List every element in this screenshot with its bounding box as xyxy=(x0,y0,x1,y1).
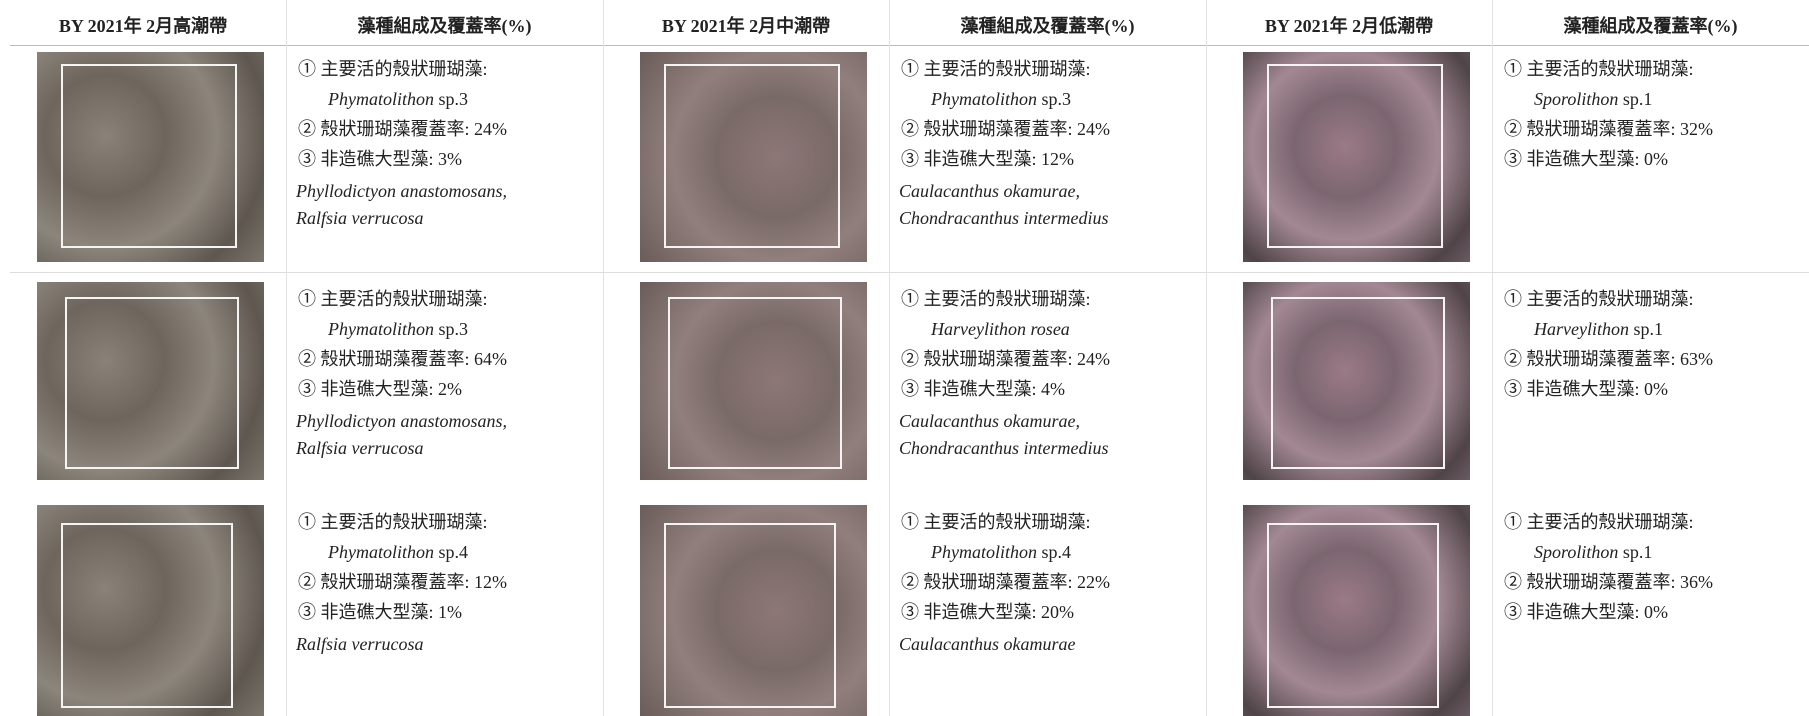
quadrat-frame xyxy=(1271,297,1445,469)
species-name: Harveylithon rosea xyxy=(901,318,1070,340)
quadrat-frame xyxy=(1267,64,1443,248)
item-macroalgae: ③ 非造礁大型藻: 20% xyxy=(901,602,1074,622)
column-divider xyxy=(889,0,890,716)
macroalga-name: Caulacanthus okamurae, xyxy=(899,181,1080,201)
item-macroalgae: ③ 非造礁大型藻: 4% xyxy=(901,379,1065,399)
quadrat-frame xyxy=(668,297,842,469)
quadrat-photo xyxy=(640,52,867,262)
item-macroalgae: ③ 非造礁大型藻: 0% xyxy=(1504,602,1668,622)
item-coverage: ② 殼狀珊瑚藻覆蓋率: 32% xyxy=(1504,119,1713,139)
species-name: Harveylithon sp.1 xyxy=(1504,318,1663,340)
quadrat-frame xyxy=(1267,523,1439,708)
species-italic-span: Phymatolithon xyxy=(328,542,434,562)
item-coverage: ② 殼狀珊瑚藻覆蓋率: 24% xyxy=(901,349,1110,369)
species-italic-span: Phymatolithon xyxy=(328,89,434,109)
item-coverage: ② 殼狀珊瑚藻覆蓋率: 12% xyxy=(298,572,507,592)
quadrat-photo xyxy=(640,505,867,716)
macroalga-name: Ralfsia verrucosa xyxy=(296,634,424,654)
species-name: Sporolithon sp.1 xyxy=(1504,88,1652,110)
macroalga-name: Chondracanthus intermedius xyxy=(899,438,1109,458)
item-coverage: ② 殼狀珊瑚藻覆蓋率: 36% xyxy=(1504,572,1713,592)
species-plain-span: sp.1 xyxy=(1622,89,1653,109)
item-main-species: ① 主要活的殼狀珊瑚藻: xyxy=(1504,512,1694,532)
quadrat-photo xyxy=(37,52,264,262)
species-italic-span: Harveylithon xyxy=(1534,319,1629,339)
species-plain-span: sp.1 xyxy=(1622,542,1653,562)
macroalga-name: Ralfsia verrucosa xyxy=(296,438,424,458)
species-plain-span: sp.4 xyxy=(438,542,469,562)
item-main-species: ① 主要活的殼狀珊瑚藻: xyxy=(901,512,1091,532)
species-italic-span: Phymatolithon xyxy=(931,89,1037,109)
quadrat-frame xyxy=(664,523,836,708)
species-name: Sporolithon sp.1 xyxy=(1504,541,1652,563)
quadrat-photo xyxy=(37,505,264,716)
species-name: Phymatolithon sp.3 xyxy=(298,88,468,110)
item-main-species: ① 主要活的殼狀珊瑚藻: xyxy=(298,59,488,79)
item-main-species: ① 主要活的殼狀珊瑚藻: xyxy=(901,59,1091,79)
species-plain-span: sp.3 xyxy=(438,89,469,109)
species-name: Phymatolithon sp.4 xyxy=(901,541,1071,563)
species-plain-span: sp.3 xyxy=(438,319,469,339)
site-header: BY 2021年 2月低潮帶 xyxy=(1264,16,1434,36)
macroalga-name: Ralfsia verrucosa xyxy=(296,208,424,228)
item-main-species: ① 主要活的殼狀珊瑚藻: xyxy=(1504,289,1694,309)
macroalga-name: Caulacanthus okamurae xyxy=(899,634,1076,654)
species-italic-span: Harveylithon rosea xyxy=(931,319,1070,339)
item-macroalgae: ③ 非造礁大型藻: 3% xyxy=(298,149,462,169)
species-name: Phymatolithon sp.3 xyxy=(901,88,1071,110)
item-coverage: ② 殼狀珊瑚藻覆蓋率: 24% xyxy=(298,119,507,139)
species-name: Phymatolithon sp.3 xyxy=(298,318,468,340)
macroalga-name: Phyllodictyon anastomosans, xyxy=(296,411,507,431)
species-italic-span: Phymatolithon xyxy=(931,542,1037,562)
species-plain-span: sp.1 xyxy=(1633,319,1663,339)
composition-header: 藻種組成及覆蓋率(%) xyxy=(357,16,532,36)
macroalga-name: Chondracanthus intermedius xyxy=(899,208,1109,228)
species-italic-span: Sporolithon xyxy=(1534,542,1619,562)
item-coverage: ② 殼狀珊瑚藻覆蓋率: 64% xyxy=(298,349,507,369)
column-divider xyxy=(286,0,287,716)
row-rule xyxy=(10,272,1809,273)
column-divider xyxy=(1492,0,1493,716)
composition-header: 藻種組成及覆蓋率(%) xyxy=(960,16,1135,36)
macroalga-name: Caulacanthus okamurae, xyxy=(899,411,1080,431)
item-main-species: ① 主要活的殼狀珊瑚藻: xyxy=(1504,59,1694,79)
quadrat-frame xyxy=(61,523,233,708)
item-macroalgae: ③ 非造礁大型藻: 0% xyxy=(1504,379,1668,399)
item-main-species: ① 主要活的殼狀珊瑚藻: xyxy=(298,289,488,309)
quadrat-photo xyxy=(640,282,867,480)
site-header: BY 2021年 2月中潮帶 xyxy=(661,16,831,36)
group-divider xyxy=(1206,0,1207,716)
site-header: BY 2021年 2月高潮帶 xyxy=(58,16,228,36)
macroalga-name: Phyllodictyon anastomosans, xyxy=(296,181,507,201)
species-name: Phymatolithon sp.4 xyxy=(298,541,468,563)
quadrat-photo xyxy=(1243,52,1470,262)
quadrat-photo xyxy=(1243,282,1470,480)
item-macroalgae: ③ 非造礁大型藻: 1% xyxy=(298,602,462,622)
item-main-species: ① 主要活的殼狀珊瑚藻: xyxy=(298,512,488,532)
quadrat-frame xyxy=(65,297,239,469)
composition-header: 藻種組成及覆蓋率(%) xyxy=(1563,16,1738,36)
item-macroalgae: ③ 非造礁大型藻: 0% xyxy=(1504,149,1668,169)
species-plain-span: sp.4 xyxy=(1041,542,1072,562)
group-divider xyxy=(603,0,604,716)
item-coverage: ② 殼狀珊瑚藻覆蓋率: 24% xyxy=(901,119,1110,139)
item-coverage: ② 殼狀珊瑚藻覆蓋率: 63% xyxy=(1504,349,1713,369)
header-rule xyxy=(10,45,1809,46)
species-plain-span: sp.3 xyxy=(1041,89,1072,109)
quadrat-frame xyxy=(61,64,237,248)
quadrat-frame xyxy=(664,64,840,248)
quadrat-photo xyxy=(1243,505,1470,716)
item-macroalgae: ③ 非造礁大型藻: 12% xyxy=(901,149,1074,169)
species-italic-span: Phymatolithon xyxy=(328,319,434,339)
species-italic-span: Sporolithon xyxy=(1534,89,1619,109)
quadrat-photo xyxy=(37,282,264,480)
item-coverage: ② 殼狀珊瑚藻覆蓋率: 22% xyxy=(901,572,1110,592)
item-main-species: ① 主要活的殼狀珊瑚藻: xyxy=(901,289,1091,309)
item-macroalgae: ③ 非造礁大型藻: 2% xyxy=(298,379,462,399)
